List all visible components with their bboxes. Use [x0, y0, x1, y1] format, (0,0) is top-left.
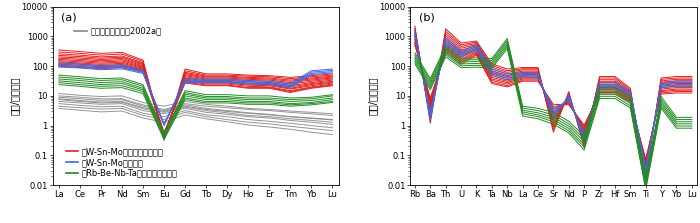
- Legend: 富W-Sn-Mo似班状二长花岗岩, 富W-Sn-Mo花岗班岩, 富Rb-Be-Nb-Ta似班状二长花岗岩: 富W-Sn-Mo似班状二长花岗岩, 富W-Sn-Mo花岗班岩, 富Rb-Be-N…: [62, 144, 181, 181]
- Y-axis label: 岩石/原始地幔: 岩石/原始地幔: [368, 77, 378, 115]
- Text: (a): (a): [61, 12, 77, 22]
- Y-axis label: 岩石/球粒陨石: 岩石/球粒陨石: [10, 77, 20, 115]
- Text: (b): (b): [419, 12, 435, 22]
